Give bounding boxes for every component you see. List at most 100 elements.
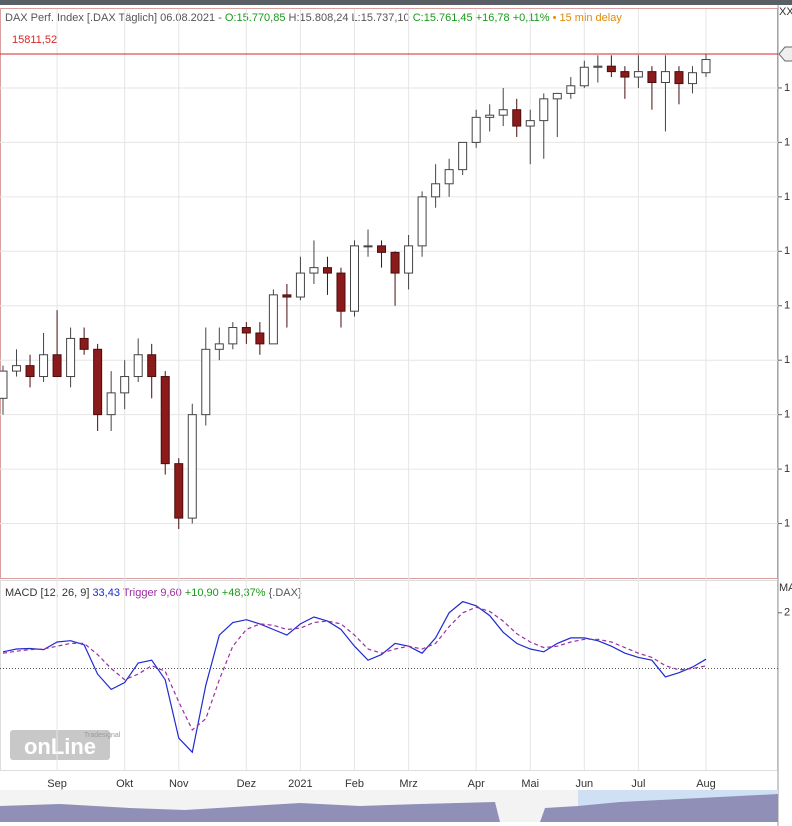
candle-body (498, 109, 508, 116)
candle-body (255, 332, 265, 345)
macd-legend: MACD [12, 26, 9] 33,43 Trigger 9,60 +10,… (5, 587, 302, 599)
candle-body (133, 354, 143, 378)
header-delay: • 15 min delay (553, 12, 623, 24)
y-tick-label: 1 (784, 300, 790, 312)
x-tick-label: Jul (631, 778, 645, 790)
x-tick-label: 2021 (288, 778, 312, 790)
candle-body (687, 72, 697, 85)
y-tick-label: 1 (784, 517, 790, 529)
x-tick-label: Aug (696, 778, 716, 790)
candle-body (512, 109, 522, 127)
candle-body (147, 354, 157, 378)
x-tick-label: Nov (169, 778, 189, 790)
macd-line (2, 606, 707, 731)
y-tick-label: 1 (784, 245, 790, 257)
x-tick-label: Okt (116, 778, 133, 790)
header-high-low: H:15.808,24 L:15.737,10 (289, 12, 410, 24)
logo-name: onLine (24, 734, 96, 759)
legend-text: MACD [12, 26, 9] (5, 587, 89, 599)
corner-label: MA (779, 582, 792, 594)
header-close: C:15.761,45 +16,78 +0,11% (413, 12, 550, 24)
candle-body (471, 116, 481, 143)
candle-body (363, 245, 373, 248)
candle-body (404, 245, 414, 274)
candle-body (187, 414, 197, 519)
candle-body (214, 343, 224, 350)
candle-body (647, 71, 657, 84)
y-tick-label: 1 (784, 463, 790, 475)
candle-body (241, 327, 251, 334)
candle-body (201, 348, 211, 416)
candle-body (485, 114, 495, 118)
legend-text: {.DAX} (269, 587, 302, 599)
candle-body (12, 365, 22, 372)
x-tick-label: Mai (521, 778, 539, 790)
candle-body (458, 141, 468, 171)
x-tick-label: Feb (345, 778, 364, 790)
candle-body (93, 348, 103, 416)
x-tick-label: Jun (575, 778, 593, 790)
price-marker (778, 46, 792, 62)
y-tick-label: 2 (784, 607, 790, 619)
candle-body (431, 183, 441, 198)
candle-body (674, 71, 684, 85)
x-tick-label: Apr (468, 778, 485, 790)
legend-text: +10,90 +48,37% (185, 587, 266, 599)
candle-body (525, 120, 535, 127)
candle-body (593, 65, 603, 68)
candle-body (377, 245, 387, 253)
candle-body (268, 294, 278, 345)
candle-body (295, 272, 305, 298)
candle-body (552, 92, 562, 100)
navigator-area (0, 802, 500, 822)
x-tick-label: Dez (237, 778, 257, 790)
candle-body (322, 267, 332, 274)
candle-body (620, 71, 630, 78)
macd-panel (0, 580, 778, 771)
candle-body (660, 71, 670, 84)
candle-body (160, 376, 170, 465)
candle-body (444, 169, 454, 185)
top-bar (0, 0, 792, 5)
candle-body (309, 267, 319, 274)
header-title: DAX Perf. Index [.DAX Täglich] 06.08.202… (5, 12, 222, 24)
candle-body (633, 71, 643, 78)
candle-body (66, 337, 76, 378)
candle-body (701, 59, 711, 74)
y-tick-label: 1 (784, 191, 790, 203)
x-tick-label: Mrz (399, 778, 417, 790)
header: DAX Perf. Index [.DAX Täglich] 06.08.202… (5, 12, 622, 24)
corner-label: XX (779, 6, 792, 18)
candle-body (282, 294, 292, 298)
x-tick-label: Sep (47, 778, 67, 790)
candle-body (174, 463, 184, 519)
candle-body (228, 327, 238, 345)
candle-body (25, 365, 35, 378)
candle-body (336, 272, 346, 312)
logo-brand: Tradesignal (84, 732, 121, 739)
candle-body (417, 196, 427, 247)
candle-body (39, 354, 49, 378)
candle-body (0, 370, 8, 399)
price-line-label: 15811,52 (12, 34, 57, 46)
candle-body (350, 245, 359, 312)
candle-body (390, 251, 400, 274)
y-tick-label: 1 (784, 82, 790, 94)
price-panel (0, 8, 778, 579)
candle-body (579, 66, 589, 87)
y-tick-label: 1 (784, 136, 790, 148)
navigator (0, 790, 778, 822)
logo-box (10, 730, 110, 760)
candle-body (566, 85, 576, 94)
candle-body (79, 337, 89, 350)
y-tick-label: 1 (784, 354, 790, 366)
candle-body (106, 392, 116, 416)
candle-body (52, 354, 62, 378)
header-open: O:15.770,85 (225, 12, 286, 24)
navigator-area (540, 794, 778, 822)
legend-text: Trigger 9,60 (123, 587, 182, 599)
candle-body (539, 98, 549, 122)
candle-body (120, 376, 130, 394)
